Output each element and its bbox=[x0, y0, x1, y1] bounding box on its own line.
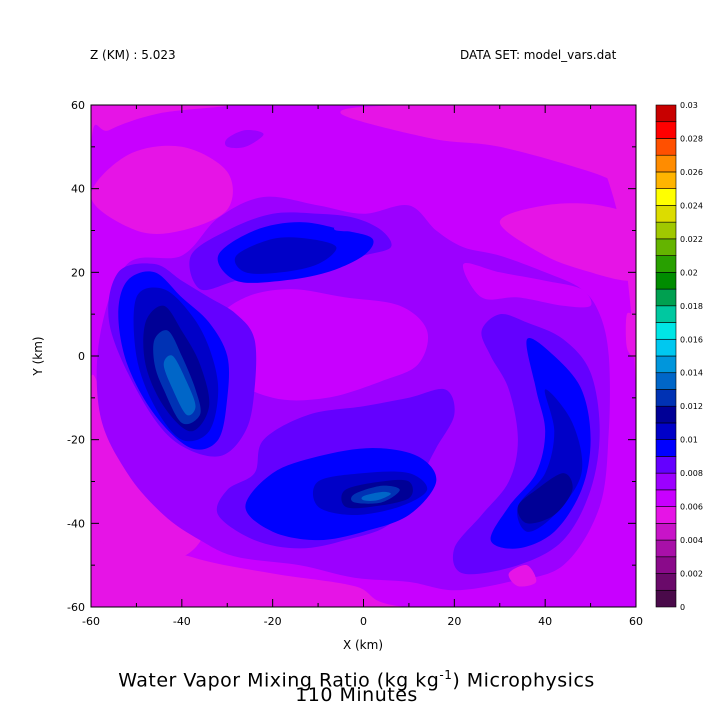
colorbar-label: 0.018 bbox=[680, 302, 703, 311]
y-tick-label: 40 bbox=[71, 183, 85, 196]
colorbar-segment bbox=[655, 573, 677, 591]
contour-region bbox=[234, 237, 337, 274]
contour-region bbox=[499, 203, 636, 281]
colorbar-segment bbox=[655, 171, 677, 189]
colorbar-segment bbox=[655, 523, 677, 541]
contour-region bbox=[136, 171, 166, 231]
colorbar-segment bbox=[655, 472, 677, 491]
contour-region bbox=[224, 129, 264, 149]
contour-region bbox=[517, 473, 573, 524]
y-tick-label: 0 bbox=[78, 350, 85, 363]
colorbar-segment bbox=[655, 489, 677, 507]
colorbar-segment bbox=[655, 338, 677, 357]
colorbar-segment bbox=[655, 221, 677, 240]
contour-region bbox=[462, 262, 592, 308]
colorbar-label: 0.024 bbox=[680, 201, 703, 210]
dataset-label: DATA SET: model_vars.dat bbox=[460, 48, 617, 62]
y-tick-label: -60 bbox=[67, 601, 85, 614]
colorbar-label: 0.02 bbox=[680, 268, 698, 277]
colorbar-segment bbox=[655, 104, 677, 123]
contour-region bbox=[333, 222, 357, 232]
chart-title: Water Vapor Mixing Ratio (kg kg-1) Micro… bbox=[0, 666, 713, 690]
contour-region bbox=[508, 564, 537, 587]
x-tick-label: -60 bbox=[82, 615, 100, 628]
colorbar-label: 0.004 bbox=[680, 536, 703, 545]
x-tick-label: 40 bbox=[538, 615, 552, 628]
colorbar-label: 0.014 bbox=[680, 369, 703, 378]
chart-title-main: Water Vapor Mixing Ratio (kg kg bbox=[118, 669, 440, 692]
contour-region bbox=[217, 289, 429, 401]
x-tick-label: -40 bbox=[173, 615, 191, 628]
chart-title-suffix: ) Microphysics bbox=[452, 669, 595, 692]
colorbar-segment bbox=[655, 389, 677, 407]
colorbar-segment bbox=[655, 539, 677, 558]
colorbar-segment bbox=[655, 272, 677, 290]
colorbar-segment bbox=[655, 288, 677, 307]
colorbar-label: 0.012 bbox=[680, 402, 703, 411]
colorbar-segment bbox=[655, 188, 677, 206]
colorbar-segment bbox=[655, 556, 677, 574]
colorbar-label: 0.026 bbox=[680, 168, 703, 177]
colorbar-label: 0.008 bbox=[680, 469, 703, 478]
colorbar-segment bbox=[655, 138, 677, 156]
colorbar-segment bbox=[655, 422, 677, 440]
chart-subtitle: 110 Minutes bbox=[295, 684, 418, 706]
colorbar-label: 0.028 bbox=[680, 134, 703, 143]
colorbar-segment bbox=[655, 589, 677, 608]
chart-title-exponent: -1 bbox=[439, 668, 453, 682]
colorbar-segment bbox=[655, 456, 677, 474]
x-axis: -60 -40 -20 0 20 40 60 bbox=[82, 105, 643, 628]
x-tick-label: -20 bbox=[264, 615, 282, 628]
colorbar-segment bbox=[655, 238, 677, 256]
x-tick-label: 60 bbox=[629, 615, 643, 628]
colorbar-segment bbox=[655, 372, 677, 390]
colorbar-label: 0 bbox=[680, 603, 685, 612]
colorbar-segment bbox=[655, 405, 677, 424]
colorbar-label: 0.016 bbox=[680, 335, 703, 344]
colorbar-segment bbox=[655, 506, 677, 524]
y-axis-label: Y (km) bbox=[31, 336, 45, 376]
colorbar-segment bbox=[655, 255, 677, 273]
colorbar-segment bbox=[655, 205, 677, 223]
colorbar-segment bbox=[655, 439, 677, 457]
contour-region bbox=[625, 312, 636, 358]
colorbar-label: 0.01 bbox=[680, 436, 698, 445]
colorbar-segment bbox=[655, 305, 677, 323]
colorbar-label: 0.03 bbox=[680, 101, 698, 110]
colorbar-segment bbox=[655, 121, 677, 139]
colorbar-label: 0.002 bbox=[680, 570, 703, 579]
colorbar-label: 0.006 bbox=[680, 503, 703, 512]
y-tick-label: 60 bbox=[71, 99, 85, 112]
colorbar-segment bbox=[655, 355, 677, 374]
colorbar-label: 0.022 bbox=[680, 235, 703, 244]
colorbar: 0 0.002 0.004 0.006 0.008 0.01 0.012 0.014 0.016… bbox=[655, 101, 703, 612]
contour-field bbox=[91, 105, 636, 607]
vertical-level-label: Z (KM) : 5.023 bbox=[90, 48, 176, 62]
contour-region bbox=[163, 355, 196, 416]
contour-region bbox=[340, 105, 636, 203]
x-tick-label: 0 bbox=[360, 615, 367, 628]
y-tick-label: -40 bbox=[67, 517, 85, 530]
x-tick-label: 20 bbox=[447, 615, 461, 628]
colorbar-segment bbox=[655, 154, 677, 173]
y-tick-label: -20 bbox=[67, 434, 85, 447]
contour-region bbox=[361, 491, 391, 501]
x-axis-label: X (km) bbox=[343, 638, 383, 652]
colorbar-segment bbox=[655, 322, 677, 340]
y-axis: -60 -40 -20 0 20 40 60 bbox=[67, 99, 636, 614]
y-tick-label: 20 bbox=[71, 266, 85, 279]
